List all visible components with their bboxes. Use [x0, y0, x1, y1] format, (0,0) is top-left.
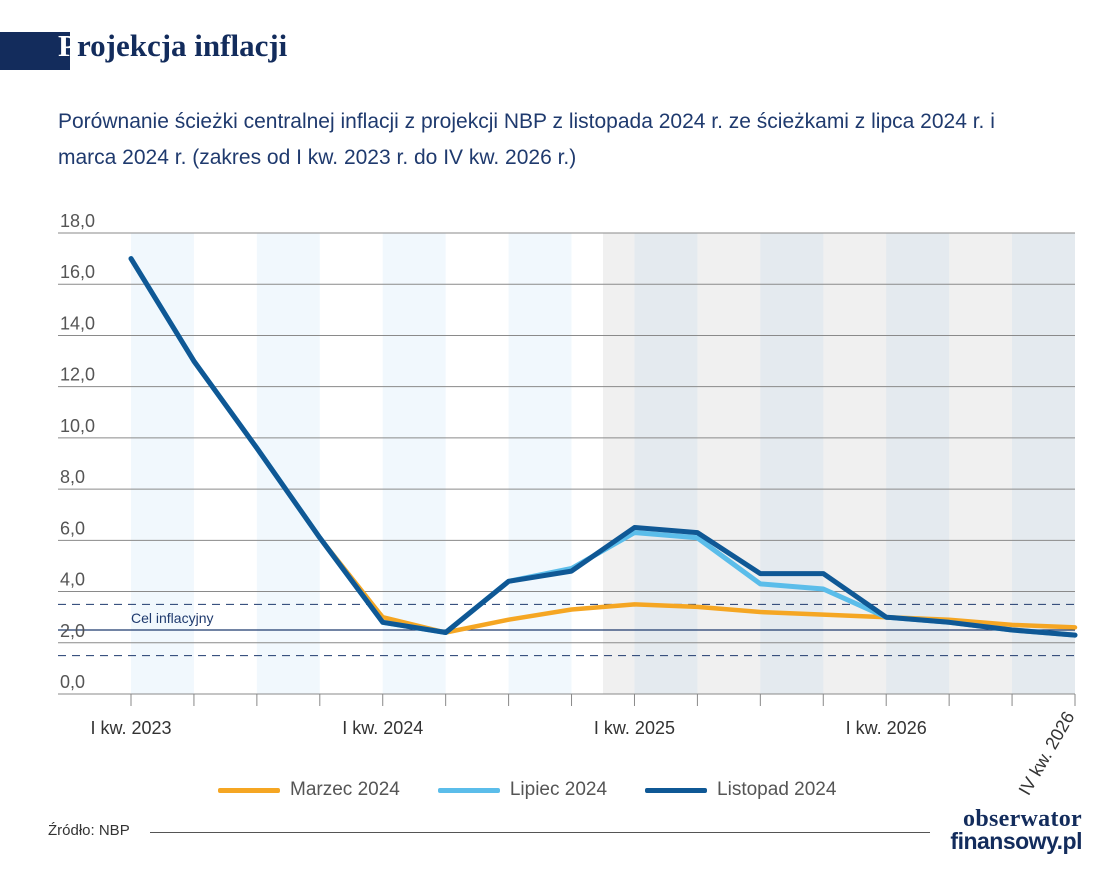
y-tick-label: 2,0	[60, 621, 85, 641]
legend-label: Listopad 2024	[717, 779, 837, 800]
legend-swatch	[218, 787, 280, 793]
legend-item: Listopad 2024	[645, 779, 836, 801]
title-accent-bar	[0, 32, 70, 70]
legend-label: Marzec 2024	[290, 779, 400, 800]
quarter-band	[508, 233, 572, 694]
legend-item: Marzec 2024	[218, 779, 400, 801]
x-tick-label: I kw. 2025	[594, 718, 675, 738]
page-title: Projekcja inflacji	[58, 28, 287, 64]
quarter-band	[634, 233, 698, 694]
title-first-letter: P	[58, 28, 77, 63]
chart-legend: Marzec 2024 Lipiec 2024 Listopad 2024	[218, 776, 874, 804]
inflation-target: Cel inflacyjny	[58, 603, 1075, 657]
chart-gridlines	[58, 232, 1075, 695]
quarter-band	[886, 233, 950, 694]
legend-item: Lipiec 2024	[437, 779, 608, 801]
y-tick-label: 10,0	[60, 416, 95, 436]
y-tick-label: 14,0	[60, 313, 95, 333]
legend-swatch	[645, 787, 708, 793]
y-tick-label: 8,0	[60, 467, 85, 487]
legend-label: Lipiec 2024	[509, 779, 608, 800]
y-tick-label: 12,0	[60, 365, 95, 385]
source-note: Źródło: NBP	[48, 822, 130, 839]
x-tick-label: I kw. 2024	[342, 718, 423, 738]
quarter-band	[1012, 233, 1075, 694]
x-tick-label: IV kw. 2026	[1015, 708, 1079, 799]
target-label: Cel inflacyjny	[131, 610, 213, 626]
title-rest: rojekcja inflacji	[76, 28, 288, 63]
y-tick-label: 4,0	[60, 570, 85, 590]
brand-logo: obserwator finansowy.pl	[950, 806, 1082, 854]
quarter-band	[382, 233, 446, 694]
series-line-3	[128, 256, 1078, 638]
footer-divider	[150, 832, 930, 833]
chart-series	[128, 256, 1078, 638]
x-tick-label: I kw. 2026	[846, 718, 927, 738]
chart-subtitle: Porównanie ścieżki centralnej inflacji z…	[58, 110, 995, 169]
chart-background	[131, 233, 1075, 694]
logo-line-2: finansowy.pl	[950, 828, 1082, 854]
x-tick-label: I kw. 2023	[90, 718, 171, 738]
y-tick-label: 0,0	[60, 672, 85, 692]
logo-line-1: obserwator	[963, 806, 1082, 832]
quarter-band	[760, 233, 824, 694]
y-tick-label: 16,0	[60, 262, 95, 282]
y-tick-label: 18,0	[60, 211, 95, 231]
y-tick-label: 6,0	[60, 518, 85, 538]
legend-swatch	[437, 787, 500, 793]
